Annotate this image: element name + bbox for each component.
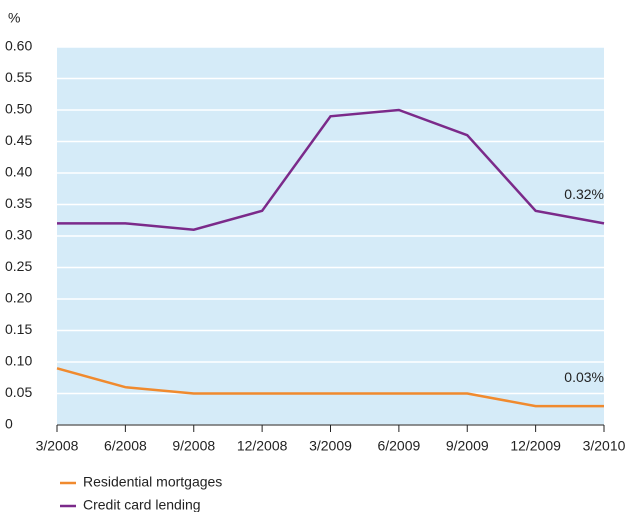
x-tick-label: 3/2008 <box>36 438 79 454</box>
y-tick-label: 0.10 <box>5 353 32 369</box>
series-line <box>56 367 604 408</box>
y-tick-label: 0.05 <box>5 384 32 400</box>
y-tick-label: 0.25 <box>5 258 32 274</box>
legend-label: Credit card lending <box>83 497 201 512</box>
y-tick-label: 0.50 <box>5 101 32 117</box>
value-label: 0.32% <box>564 186 604 202</box>
y-tick-label: 0.60 <box>5 38 32 54</box>
y-unit: % <box>8 10 20 26</box>
y-tick-label: 0.30 <box>5 227 32 243</box>
value-label: 0.03% <box>564 369 604 385</box>
y-tick-label: 0.45 <box>5 132 32 148</box>
x-tick-label: 6/2008 <box>104 438 147 454</box>
x-tick-label: 3/2010 <box>583 438 626 454</box>
y-tick-label: 0.40 <box>5 164 32 180</box>
y-tick-label: 0.35 <box>5 195 32 211</box>
y-tick-label: 0.15 <box>5 321 32 337</box>
y-tick-label: 0 <box>5 416 13 432</box>
x-tick-label: 6/2009 <box>377 438 420 454</box>
series-line <box>57 108 605 231</box>
y-tick-label: 0.20 <box>5 290 32 306</box>
y-tick-label: 0.55 <box>5 69 32 85</box>
legend-label: Residential mortgages <box>83 474 222 490</box>
x-tick-label: 12/2009 <box>510 438 561 454</box>
x-tick-label: 9/2009 <box>446 438 489 454</box>
x-tick-label: 9/2008 <box>172 438 215 454</box>
x-tick-label: 12/2008 <box>237 438 288 454</box>
x-tick-label: 3/2009 <box>309 438 352 454</box>
